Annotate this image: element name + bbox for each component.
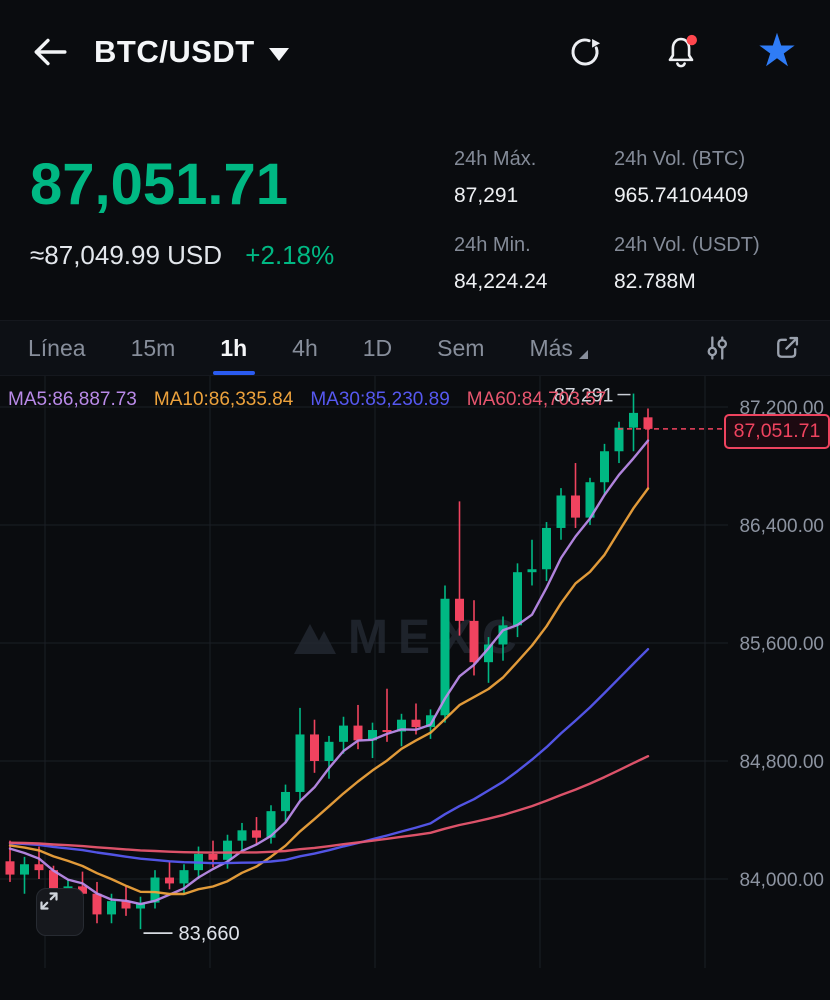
tab-label: 15m [130,334,176,361]
svg-text:83,660: 83,660 [179,923,240,945]
open-external-icon [777,336,799,358]
stat-24h-high: 24h Máx. 87,291 [454,148,604,208]
svg-text:86,400.00: 86,400.00 [739,516,824,537]
chart-canvas[interactable]: MEXC87,200.0086,400.0085,600.0084,800.00… [0,376,830,968]
favorite-button[interactable]: ★ [754,24,800,76]
tab-label: Más [529,334,573,361]
tab-1h[interactable]: 1h [212,322,255,375]
expand-icon [40,892,58,910]
chevron-down-icon [268,47,289,61]
stat-24h-vol-btc: 24h Vol. (BTC) 965.74104409 [614,148,800,208]
svg-text:87,200.00: 87,200.00 [739,398,824,419]
stat-value: 82.788M [614,270,696,293]
page-title: BTC/USDT [94,34,255,69]
stat-label: 24h Máx. [454,148,537,170]
corner-triangle-icon [578,349,588,359]
header: BTC/USDT ★ [0,0,830,104]
tab-linea[interactable]: Línea [28,322,86,375]
sliders-icon [707,336,728,360]
stat-label: 24h Min. [454,234,531,256]
stat-label: 24h Vol. (USDT) [614,234,760,256]
stat-value: 84,224.24 [454,270,548,293]
tab-label: 4h [292,334,318,361]
price-panel: 87,051.71 ≈87,049.99 USD +2.18% 24h Máx.… [0,104,830,320]
timeframe-toolbar: Línea 15m 1h 4h 1D Sem Más [0,320,830,376]
svg-text:87,291: 87,291 [554,385,614,407]
price-chart: MEXC 87,200.00 86,400.00 85,600.00 84,800.00… [0,376,830,968]
last-price: 87,051.71 [30,152,289,217]
tab-1d[interactable]: 1D [363,322,392,375]
svg-text:84,000.00: 84,000.00 [739,870,824,891]
notifications-button[interactable] [658,29,704,75]
pair-selector[interactable]: BTC/USDT [94,34,289,70]
star-icon: ★ [756,24,798,76]
current-price-tag: 87,051.71 [724,413,830,449]
svg-text:84,800.00: 84,800.00 [739,752,824,773]
fullscreen-chart-button[interactable] [772,333,802,363]
stat-label: 24h Vol. (BTC) [614,148,746,170]
tab-label: Línea [28,334,86,361]
indicator-settings-button[interactable] [702,333,732,363]
refresh-button[interactable] [562,29,608,75]
stat-24h-vol-usdt: 24h Vol. (USDT) 82.788M [614,234,800,294]
refresh-icon [571,38,601,66]
tab-label: 1D [362,334,393,361]
stat-value: 965.74104409 [614,184,749,207]
tab-sem[interactable]: Sem [437,322,484,375]
tab-4h[interactable]: 4h [292,322,318,375]
tab-label: 1h [220,334,248,361]
usd-equivalent: ≈87,049.99 USD [30,240,223,270]
bell-icon [668,34,697,68]
active-tab-underline [212,370,255,375]
back-arrow-icon [34,38,67,66]
svg-text:85,600.00: 85,600.00 [739,634,824,655]
tab-label: Sem [437,334,485,361]
tab-15m[interactable]: 15m [131,322,176,375]
stats-grid: 24h Máx. 87,291 24h Vol. (BTC) 965.74104… [454,148,800,294]
stat-24h-low: 24h Min. 84,224.24 [454,234,604,294]
change-percent: +2.18% [245,240,335,270]
expand-chart-button[interactable] [36,888,84,936]
stat-value: 87,291 [454,184,519,207]
back-button[interactable] [30,34,70,70]
notification-dot [686,34,697,46]
tab-mas[interactable]: Más [529,322,588,375]
